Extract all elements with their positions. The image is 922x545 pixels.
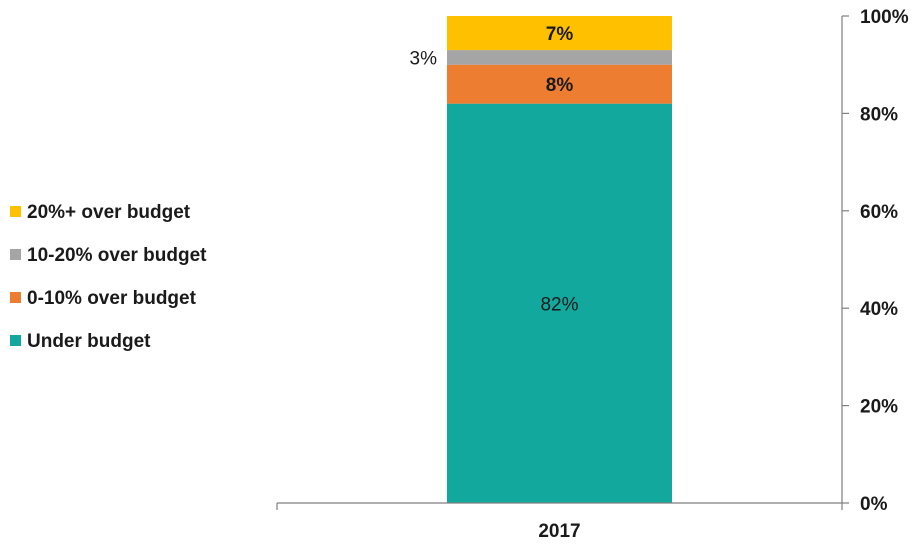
legend-item-0-10pct-over-budget: 0-10% over budget [10,288,197,309]
legend-label-under-budget: Under budget [27,331,151,352]
x-tick-label-2017: 2017 [538,521,580,542]
data-label-10-20pct-over-budget: 3% [410,48,438,69]
y-tick-label-60pct: 60% [860,202,898,223]
data-label-20pctplus-over-budget: 7% [546,24,574,45]
legend-label-20pctplus-over-budget: 20%+ over budget [27,202,191,223]
y-tick-label-0pct: 0% [860,494,888,515]
legend-label-0-10pct-over-budget: 0-10% over budget [27,288,197,309]
bar-stack: 82% 8% 3% 7% [410,16,672,503]
legend-swatch-0-10pct-over-budget [10,292,21,303]
legend-item-20pctplus-over-budget: 20%+ over budget [10,202,191,223]
axes: 0% 20% 40% 60% 80% 100% 2017 [276,7,909,542]
bar-segment-0-10pct-over-budget [447,64,672,104]
legend-label-10-20pct-over-budget: 10-20% over budget [27,245,207,266]
bar-segment-10-20pct-over-budget [447,50,672,65]
bar-segment-20pctplus-over-budget [447,16,672,51]
data-label-0-10pct-over-budget: 8% [546,75,574,96]
legend-item-under-budget: Under budget [10,331,151,352]
y-tick-label-100pct: 100% [860,7,909,28]
legend-swatch-under-budget [10,335,21,346]
y-tick-label-20pct: 20% [860,397,898,418]
legend-swatch-10-20pct-over-budget [10,249,21,260]
legend: 20%+ over budget 10-20% over budget 0-10% … [10,202,207,352]
y-tick-label-40pct: 40% [860,299,898,320]
data-label-under-budget: 82% [540,294,578,315]
y-tick-label-80pct: 80% [860,104,898,125]
legend-item-10-20pct-over-budget: 10-20% over budget [10,245,207,266]
legend-swatch-20pctplus-over-budget [10,206,21,217]
bar-segment-under-budget [447,103,672,503]
